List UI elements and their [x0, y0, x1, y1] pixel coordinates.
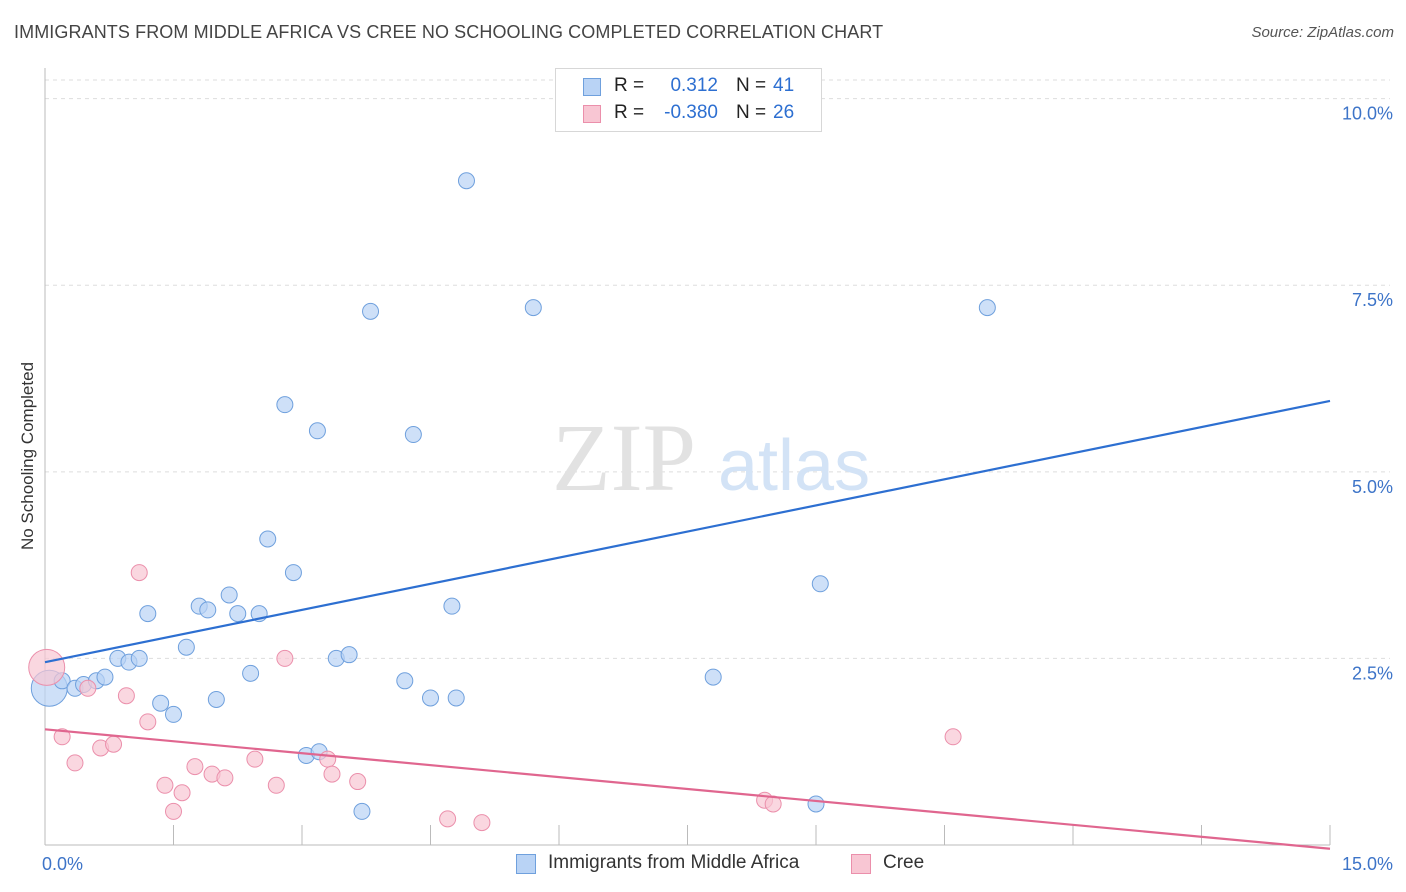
point-cree — [165, 802, 182, 820]
grid-layer — [45, 79, 1390, 659]
point-cree — [319, 750, 337, 768]
y-tick-label: 5.0% — [1352, 477, 1393, 497]
x-tick-label: 15.0% — [1342, 854, 1393, 874]
tick-label-layer: 2.5% 5.0% 7.5% 10.0% 0.0% 15.0% — [42, 104, 1393, 874]
point-immigrants — [259, 530, 277, 548]
point-cree — [246, 750, 264, 768]
point-cree — [349, 773, 367, 791]
point-immigrants — [199, 601, 217, 619]
point-immigrants — [242, 664, 260, 682]
point-cree — [267, 776, 285, 794]
stats-r-label: R = — [614, 75, 645, 96]
point-immigrants — [978, 299, 996, 317]
y-tick-label: 7.5% — [1352, 290, 1393, 310]
point-immigrants — [276, 396, 294, 414]
stats-r-value: -0.380 — [664, 102, 718, 123]
stats-swatch-blue — [583, 78, 601, 96]
stats-n-value: 41 — [773, 75, 795, 96]
point-cree — [439, 810, 457, 828]
point-cree — [117, 687, 135, 705]
watermark-atlas: atlas — [718, 426, 870, 506]
point-immigrants — [308, 422, 326, 440]
point-immigrants — [284, 564, 302, 582]
stats-n-label: N = — [736, 75, 767, 96]
source-label: Source: ZipAtlas.com — [1251, 24, 1394, 41]
legend-label: Cree — [883, 852, 925, 873]
axis-layer — [44, 68, 1331, 846]
stats-row-pink: R = -0.380 N = 26 — [556, 102, 821, 128]
point-immigrants — [443, 597, 461, 615]
point-cree — [130, 564, 148, 582]
point-immigrants — [704, 668, 722, 686]
point-immigrants — [229, 605, 247, 623]
point-cree — [105, 735, 123, 753]
trend-layer — [44, 399, 1331, 850]
point-cree — [276, 649, 294, 667]
stats-n-label: N = — [736, 102, 767, 123]
point-cree — [79, 679, 97, 697]
point-cree — [323, 765, 341, 783]
legend-swatch-blue — [516, 854, 536, 874]
point-cree — [156, 776, 174, 794]
point-immigrants — [340, 646, 358, 664]
point-immigrants — [165, 705, 182, 723]
point-immigrants — [96, 668, 114, 686]
points-layer — [28, 172, 996, 832]
stats-row-blue: R = 0.312 N = 41 — [556, 75, 821, 101]
x-tick-label: 0.0% — [42, 854, 83, 874]
point-immigrants — [524, 299, 542, 317]
point-cree — [66, 754, 84, 772]
point-cree — [186, 758, 204, 776]
stats-swatch-pink — [583, 105, 601, 123]
stats-r-value: 0.312 — [670, 75, 718, 96]
point-cree — [944, 728, 962, 746]
point-immigrants — [353, 802, 371, 820]
point-immigrants — [447, 689, 465, 707]
legend-label: Immigrants from Middle Africa — [548, 852, 800, 873]
y-tick-label: 2.5% — [1352, 663, 1393, 683]
point-immigrants — [139, 605, 157, 623]
point-cree — [473, 814, 491, 832]
point-immigrants — [207, 690, 225, 708]
point-immigrants — [422, 689, 439, 707]
watermark-zip: ZIP — [552, 404, 696, 511]
stats-n-value: 26 — [773, 102, 795, 123]
point-immigrants — [220, 586, 238, 604]
point-immigrants — [177, 638, 195, 656]
y-tick-label: 10.0% — [1342, 104, 1393, 124]
point-immigrants — [396, 672, 414, 690]
point-immigrants — [404, 426, 422, 444]
point-immigrants — [811, 575, 829, 593]
stats-box: R = 0.312 N = 41 R = -0.380 N = 26 — [555, 68, 822, 132]
stats-r-label: R = — [614, 102, 645, 123]
trend-line-cree — [44, 728, 1331, 850]
point-immigrants — [152, 694, 170, 712]
point-cree — [28, 648, 66, 686]
point-immigrants — [362, 302, 380, 320]
point-immigrants — [130, 649, 148, 667]
legend-swatch-pink — [851, 854, 871, 874]
chart-title: IMMIGRANTS FROM MIDDLE AFRICA VS CREE NO… — [14, 22, 884, 42]
point-cree — [173, 784, 191, 802]
point-cree — [139, 713, 157, 731]
trend-line-immigrants — [44, 399, 1331, 664]
point-cree — [216, 769, 234, 787]
watermark: ZIP atlas — [552, 404, 870, 511]
legend: Immigrants from Middle Africa Cree — [0, 852, 1406, 878]
point-immigrants — [457, 172, 475, 190]
point-cree — [53, 728, 71, 746]
point-immigrants — [807, 795, 825, 813]
